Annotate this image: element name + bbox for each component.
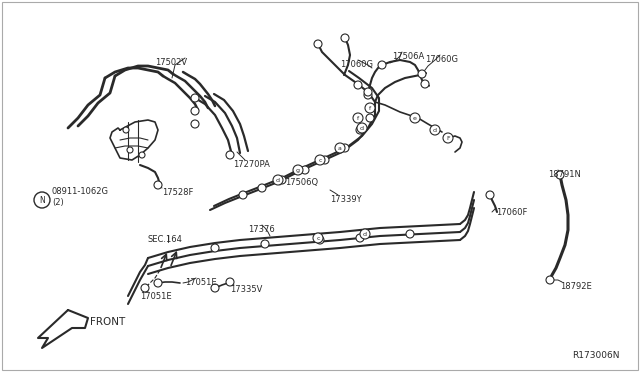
Text: N: N <box>39 196 45 205</box>
Circle shape <box>34 192 50 208</box>
Circle shape <box>364 88 372 96</box>
Circle shape <box>410 113 420 123</box>
Circle shape <box>226 151 234 159</box>
Circle shape <box>421 80 429 88</box>
Circle shape <box>127 147 133 153</box>
Text: 17506A: 17506A <box>392 52 424 61</box>
Circle shape <box>430 125 440 135</box>
Text: a: a <box>338 145 342 151</box>
Circle shape <box>139 152 145 158</box>
Circle shape <box>301 166 309 174</box>
Circle shape <box>314 40 322 48</box>
Circle shape <box>211 284 219 292</box>
Text: f: f <box>369 106 371 110</box>
Text: g: g <box>296 167 300 173</box>
Circle shape <box>418 70 426 78</box>
Circle shape <box>365 103 375 113</box>
Circle shape <box>273 175 283 185</box>
Text: d: d <box>360 125 364 131</box>
Text: d: d <box>276 177 280 183</box>
Circle shape <box>211 244 219 252</box>
Circle shape <box>258 184 266 192</box>
Text: F: F <box>446 135 450 141</box>
Circle shape <box>486 191 494 199</box>
Text: 18792E: 18792E <box>560 282 592 291</box>
Circle shape <box>353 113 363 123</box>
Circle shape <box>316 236 324 244</box>
Circle shape <box>154 181 162 189</box>
Text: 17060G: 17060G <box>340 60 373 69</box>
Circle shape <box>123 127 129 133</box>
Text: d: d <box>363 231 367 237</box>
Circle shape <box>341 144 349 152</box>
Text: e: e <box>413 115 417 121</box>
Text: 17051E: 17051E <box>185 278 216 287</box>
Text: f: f <box>357 115 359 121</box>
Circle shape <box>357 123 367 133</box>
Text: 18791N: 18791N <box>548 170 581 179</box>
Text: 17051E: 17051E <box>140 292 172 301</box>
Circle shape <box>191 107 199 115</box>
Text: 17528F: 17528F <box>162 188 193 197</box>
Circle shape <box>321 156 329 164</box>
Circle shape <box>406 230 414 238</box>
Circle shape <box>335 143 345 153</box>
Circle shape <box>293 165 303 175</box>
Circle shape <box>546 276 554 284</box>
Text: 17376: 17376 <box>248 225 275 234</box>
Text: 17502V: 17502V <box>155 58 187 67</box>
Text: 17335V: 17335V <box>230 285 262 294</box>
Text: SEC.164: SEC.164 <box>148 235 183 244</box>
Circle shape <box>360 229 370 239</box>
Circle shape <box>226 278 234 286</box>
Text: 17060G: 17060G <box>425 55 458 64</box>
Circle shape <box>239 191 247 199</box>
Circle shape <box>313 233 323 243</box>
Circle shape <box>366 114 374 122</box>
Circle shape <box>261 240 269 248</box>
Text: R173006N: R173006N <box>573 351 620 360</box>
Text: 08911-1062G
(2): 08911-1062G (2) <box>52 187 109 207</box>
Circle shape <box>356 234 364 242</box>
Text: c: c <box>318 157 322 163</box>
Circle shape <box>315 155 325 165</box>
Circle shape <box>364 91 372 99</box>
Text: 17060F: 17060F <box>496 208 527 217</box>
Circle shape <box>191 94 199 102</box>
Circle shape <box>191 120 199 128</box>
Text: 17339Y: 17339Y <box>330 195 362 204</box>
Circle shape <box>556 171 564 179</box>
Text: d: d <box>433 128 437 132</box>
Text: FRONT: FRONT <box>90 317 125 327</box>
Text: c: c <box>316 235 320 241</box>
Circle shape <box>278 176 286 184</box>
Text: 17506Q: 17506Q <box>285 178 318 187</box>
Circle shape <box>141 284 149 292</box>
Circle shape <box>443 133 453 143</box>
Circle shape <box>154 279 162 287</box>
Circle shape <box>378 61 386 69</box>
Circle shape <box>356 126 364 134</box>
Circle shape <box>354 81 362 89</box>
Text: 17270PA: 17270PA <box>233 160 270 169</box>
Circle shape <box>341 34 349 42</box>
